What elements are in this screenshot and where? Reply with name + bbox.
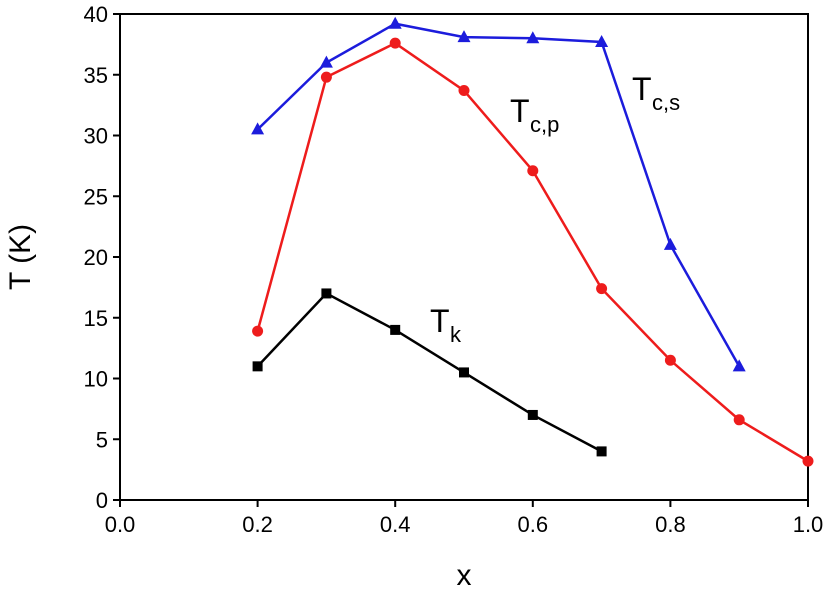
- marker: [595, 34, 609, 47]
- series-label: T: [430, 303, 450, 339]
- y-tick-label: 10: [84, 367, 108, 392]
- y-tick-label: 15: [84, 306, 108, 331]
- y-axis-label: T (K): [4, 224, 37, 290]
- marker: [319, 55, 333, 68]
- marker: [664, 354, 676, 366]
- x-tick-label: 0.4: [380, 512, 411, 537]
- marker: [320, 71, 332, 83]
- x-tick-label: 0.6: [518, 512, 549, 537]
- x-tick-label: 1.0: [793, 512, 824, 537]
- marker: [527, 409, 538, 420]
- marker: [252, 325, 264, 337]
- marker: [388, 16, 402, 29]
- marker: [321, 288, 332, 299]
- marker: [733, 414, 745, 426]
- y-tick-label: 5: [96, 427, 108, 452]
- marker: [527, 165, 539, 177]
- marker: [389, 37, 401, 49]
- x-tick-label: 0.2: [242, 512, 273, 537]
- x-tick-label: 0.8: [655, 512, 686, 537]
- marker: [458, 85, 470, 97]
- series-label: T: [632, 71, 652, 107]
- marker: [459, 367, 469, 378]
- marker: [802, 455, 814, 467]
- marker: [457, 30, 471, 43]
- marker: [663, 237, 677, 250]
- y-tick-label: 35: [84, 63, 108, 88]
- marker: [596, 283, 608, 295]
- series-label: T: [510, 93, 530, 129]
- x-tick-label: 0.0: [105, 512, 136, 537]
- series-line: [256, 22, 741, 367]
- x-axis-label: x: [457, 559, 472, 591]
- marker: [596, 446, 607, 457]
- marker: [526, 31, 540, 44]
- series-line: [256, 291, 603, 453]
- y-tick-label: 0: [96, 488, 108, 513]
- series-label-sub: c,p: [530, 112, 559, 137]
- y-tick-label: 20: [84, 245, 108, 270]
- series-label-sub: c,s: [652, 90, 680, 115]
- marker: [732, 359, 746, 372]
- y-tick-label: 40: [84, 2, 108, 27]
- marker: [390, 324, 401, 335]
- series-line: [256, 41, 809, 463]
- y-tick-label: 30: [84, 124, 108, 149]
- series-label-sub: k: [450, 322, 462, 347]
- y-tick-label: 25: [84, 184, 108, 209]
- marker: [251, 122, 265, 135]
- marker: [252, 361, 263, 372]
